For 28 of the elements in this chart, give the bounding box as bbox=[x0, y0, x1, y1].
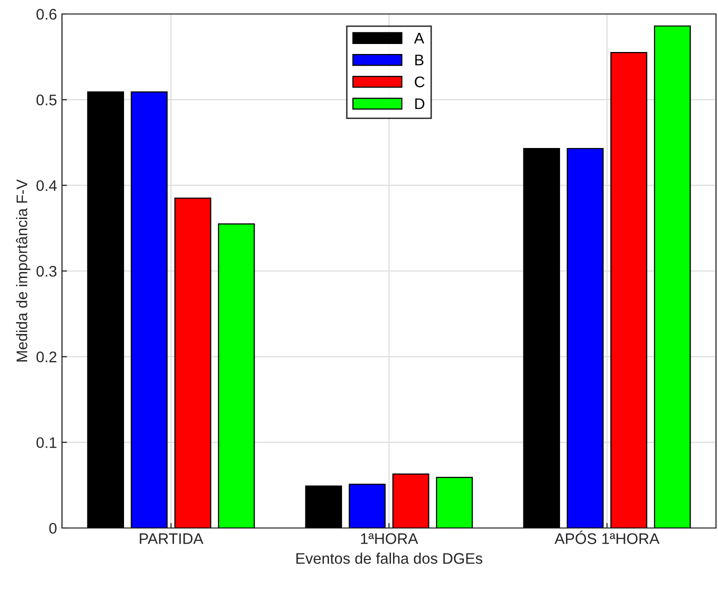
y-tick-label: 0.2 bbox=[36, 352, 56, 362]
y-tick-label: 0.6 bbox=[36, 8, 56, 20]
bar bbox=[392, 473, 430, 528]
y-tick-label: 0.1 bbox=[36, 437, 56, 448]
x-tick-label: APÓS 1ªHORA bbox=[554, 530, 660, 544]
legend-label: C bbox=[414, 76, 424, 88]
bar bbox=[305, 485, 342, 528]
y-axis-title: Medida de importância F-V bbox=[16, 179, 30, 362]
y-tick-label: 0 bbox=[49, 522, 57, 534]
bar bbox=[87, 91, 124, 528]
x-tick-label: PARTIDA bbox=[140, 533, 204, 544]
bar bbox=[654, 25, 691, 528]
legend-label: A bbox=[414, 32, 424, 44]
legend-label: B bbox=[415, 54, 424, 66]
legend-label: D bbox=[415, 98, 424, 110]
y-tick-label: 0.4 bbox=[36, 180, 57, 192]
y-tick-label: 0.5 bbox=[36, 94, 56, 106]
bar bbox=[218, 223, 255, 528]
bar bbox=[436, 476, 473, 528]
bar bbox=[348, 484, 386, 528]
x-tick-label: 1ªHORA bbox=[361, 533, 418, 544]
bar bbox=[130, 91, 168, 528]
x-axis-title: Eventos de falha dos DGEs bbox=[296, 552, 482, 564]
bar bbox=[174, 198, 212, 528]
bar bbox=[610, 52, 648, 528]
bar bbox=[566, 148, 604, 528]
y-tick-label: 0.3 bbox=[36, 266, 56, 277]
bar bbox=[523, 148, 560, 528]
